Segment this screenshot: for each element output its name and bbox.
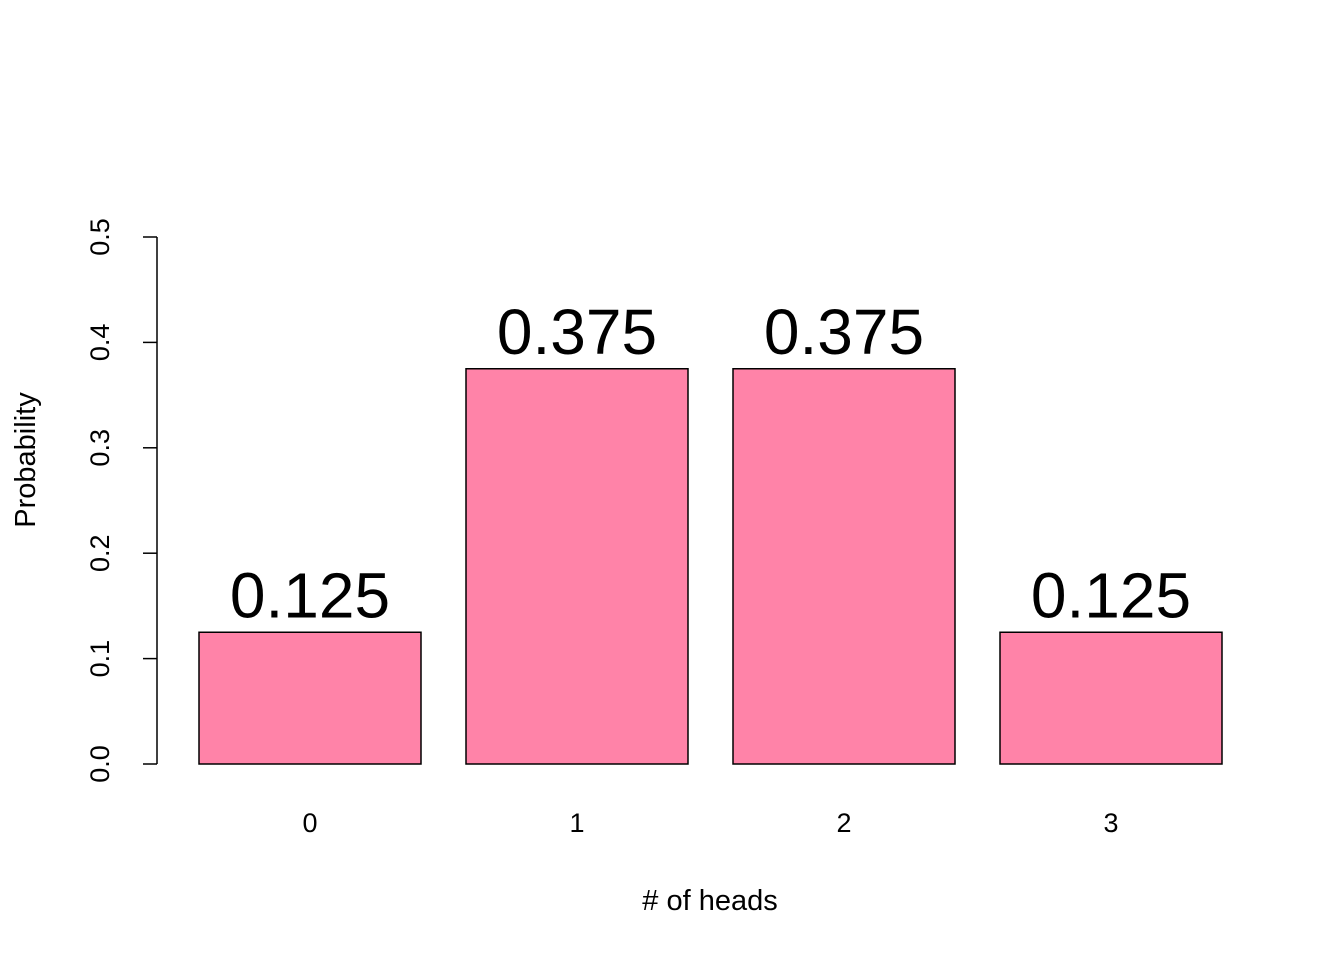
bar-data-label: 0.125	[230, 559, 390, 631]
y-tick-label: 0.0	[85, 745, 115, 783]
x-category-label: 2	[836, 808, 851, 838]
data-labels: 0.125 0.375 0.375 0.125	[230, 296, 1191, 632]
y-axis-label: Probability	[10, 392, 42, 528]
x-axis-label: # of heads	[642, 885, 777, 917]
x-category-labels: 0 1 2 3	[302, 808, 1118, 838]
y-axis: 0.0 0.1 0.2 0.3 0.4 0.5	[85, 218, 158, 783]
x-category-label: 1	[569, 808, 584, 838]
x-category-label: 3	[1103, 808, 1118, 838]
bar	[999, 631, 1223, 765]
y-tick-label: 0.3	[85, 429, 115, 467]
y-tick-label: 0.1	[85, 640, 115, 678]
bar	[198, 631, 422, 765]
bar-data-label: 0.125	[1031, 559, 1191, 631]
bar	[732, 368, 956, 765]
x-category-label: 0	[302, 808, 317, 838]
y-tick-label: 0.4	[85, 324, 115, 362]
bar-data-label: 0.375	[764, 296, 924, 368]
bar	[465, 368, 689, 765]
bar-data-label: 0.375	[497, 296, 657, 368]
bars	[198, 368, 1223, 765]
y-tick-label: 0.5	[85, 218, 115, 256]
y-tick-label: 0.2	[85, 534, 115, 572]
